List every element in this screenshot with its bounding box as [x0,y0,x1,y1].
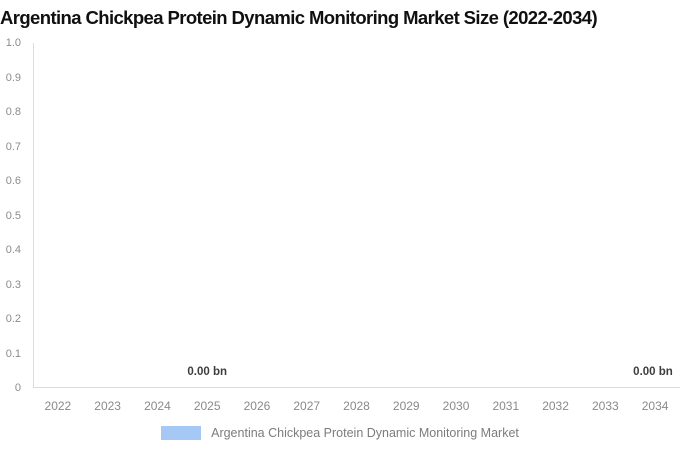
legend-label: Argentina Chickpea Protein Dynamic Monit… [211,426,519,440]
legend: Argentina Chickpea Protein Dynamic Monit… [0,424,680,442]
legend-swatch-icon [161,426,202,440]
y-tick-label: 0.4 [5,244,21,256]
y-tick-label: 0.3 [5,278,21,291]
x-tick-label: 2029 [392,399,420,413]
chart-title: Argentina Chickpea Protein Dynamic Monit… [0,7,598,28]
x-tick-label: 2030 [442,399,470,413]
data-label: 0.00 bn [633,366,673,378]
x-tick-label: 2031 [492,399,520,413]
y-tick-label: 0.8 [5,106,21,118]
y-tick-label: 0.6 [5,175,21,187]
legend-item[interactable]: Argentina Chickpea Protein Dynamic Monit… [161,426,519,440]
x-tick-label: 2026 [243,399,271,413]
x-tick-label: 2032 [542,399,569,413]
x-tick-label: 2028 [343,399,370,413]
x-tick-label: 2027 [293,399,321,413]
data-label: 0.00 bn [187,366,228,378]
x-tick-label: 2022 [44,399,72,413]
x-tick-label: 2033 [591,399,619,413]
y-tick-label: 0.9 [5,71,21,84]
y-tick-label: 0.7 [5,140,21,153]
plot-area [33,43,680,388]
y-tick-label: 1.0 [5,37,21,49]
x-tick-label: 2034 [641,399,669,413]
x-tick-label: 2023 [94,399,121,413]
x-tick-label: 2024 [144,399,171,413]
y-tick-label: 0 [14,382,21,394]
y-tick-label: 0.1 [5,347,21,360]
x-tick-label: 2025 [193,399,221,413]
y-tick-label: 0.5 [5,209,21,222]
y-tick-label: 0.2 [5,313,21,325]
